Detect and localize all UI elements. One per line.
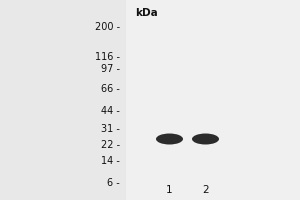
Text: 116 -: 116 - bbox=[95, 52, 120, 62]
Text: 66 -: 66 - bbox=[101, 84, 120, 94]
Text: 1: 1 bbox=[166, 185, 173, 195]
Text: 2: 2 bbox=[202, 185, 209, 195]
FancyBboxPatch shape bbox=[126, 0, 300, 200]
Ellipse shape bbox=[192, 134, 219, 144]
Text: 200 -: 200 - bbox=[95, 22, 120, 32]
Text: 44 -: 44 - bbox=[101, 106, 120, 116]
Text: 14 -: 14 - bbox=[101, 156, 120, 166]
Text: kDa: kDa bbox=[135, 8, 158, 18]
Ellipse shape bbox=[156, 134, 183, 144]
Text: 6 -: 6 - bbox=[107, 178, 120, 188]
Text: 22 -: 22 - bbox=[101, 140, 120, 150]
Text: 31 -: 31 - bbox=[101, 124, 120, 134]
Text: 97 -: 97 - bbox=[101, 64, 120, 74]
